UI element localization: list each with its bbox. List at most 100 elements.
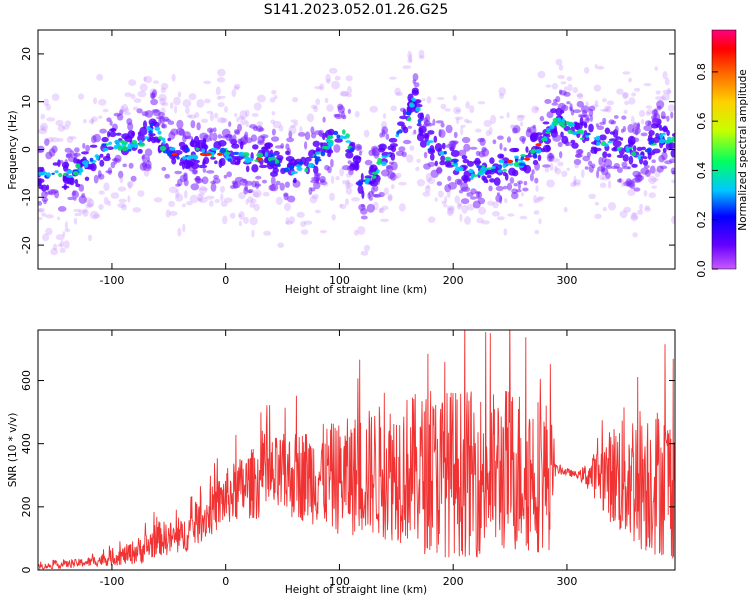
- spectral-blob: [390, 145, 397, 152]
- spectral-blob: [290, 124, 296, 128]
- spectral-blob: [191, 169, 198, 175]
- spectral-ridge-point: [415, 106, 421, 112]
- spectral-blob: [326, 78, 331, 84]
- spectral-blob: [637, 209, 644, 215]
- spectral-ridge-point: [371, 175, 377, 179]
- spectral-blob: [399, 203, 406, 212]
- spectral-blob: [628, 77, 633, 83]
- spectral-blob: [609, 131, 616, 135]
- spectral-blob: [38, 208, 44, 213]
- spectral-blob: [551, 83, 559, 90]
- spectral-blob: [300, 229, 309, 235]
- spectral-blob: [184, 190, 188, 199]
- spectral-blob: [85, 203, 92, 209]
- spectral-blob: [59, 247, 66, 254]
- spectral-blob: [198, 185, 208, 194]
- spectral-ridge-point: [454, 166, 462, 172]
- spectral-blob: [401, 124, 407, 131]
- y-tick-label: 10: [20, 95, 33, 109]
- spectral-blob: [465, 120, 473, 124]
- spectral-blob: [604, 105, 611, 110]
- spectral-blob: [461, 155, 468, 160]
- spectral-blob: [292, 97, 299, 103]
- spectral-blob: [548, 155, 555, 159]
- spectral-ridge-point: [637, 156, 641, 160]
- spectral-blob: [643, 83, 652, 87]
- spectral-blob: [128, 79, 137, 86]
- spectral-blob: [333, 144, 341, 153]
- snr-panel: -100 0 100 200 300 0 200 400 600 Height of stra…: [7, 329, 676, 596]
- spectral-peak-point: [524, 157, 531, 161]
- spectral-blob: [196, 122, 201, 131]
- spectral-ridge-point: [108, 141, 112, 145]
- y-tick-label: 0: [20, 146, 33, 153]
- spectral-blob: [139, 126, 148, 136]
- spectral-ridge-point: [94, 154, 100, 158]
- spectral-blob: [178, 128, 185, 136]
- spectral-blob: [314, 209, 321, 214]
- spectral-blob: [583, 123, 588, 129]
- spectral-blob: [358, 150, 363, 156]
- spectral-blob: [360, 215, 368, 220]
- spectral-blob: [633, 187, 641, 192]
- spectral-blob: [243, 186, 249, 195]
- spectral-blob: [87, 198, 95, 208]
- spectral-blob: [631, 163, 638, 168]
- spectral-ridge-point: [138, 142, 145, 147]
- spectral-blob: [251, 113, 259, 117]
- spectral-blob: [395, 172, 402, 179]
- spectral-ridge-point: [508, 162, 514, 166]
- spectral-blob: [89, 210, 99, 220]
- spectral-blob: [506, 112, 510, 119]
- spectral-blob: [193, 177, 201, 181]
- spectral-blob: [586, 151, 591, 158]
- spectral-ridge-point: [438, 150, 446, 155]
- spectral-blob: [102, 155, 111, 162]
- spectral-blob: [647, 152, 652, 160]
- spectral-blob: [337, 103, 344, 111]
- spectral-blob: [594, 213, 602, 219]
- spectral-blob: [596, 125, 604, 130]
- spectral-blob: [382, 113, 387, 119]
- spectral-blob: [233, 85, 240, 91]
- spectral-blob: [42, 233, 50, 242]
- spectral-blob: [464, 216, 471, 225]
- spectral-blob: [143, 76, 147, 82]
- spectral-blob: [648, 192, 656, 199]
- spectral-blob: [587, 160, 593, 166]
- spectral-blob: [86, 202, 94, 207]
- spectral-blob: [330, 158, 334, 168]
- spectral-blob: [127, 195, 131, 203]
- spectral-blob: [40, 113, 46, 120]
- spectral-blob: [574, 182, 581, 187]
- spectral-blob: [73, 152, 81, 157]
- spectral-ridge-point: [561, 124, 566, 129]
- spectral-blob: [546, 111, 554, 119]
- spectral-blob: [234, 130, 241, 135]
- spectral-blob: [426, 184, 430, 189]
- spectral-blob: [40, 125, 46, 131]
- spectral-blob: [269, 183, 279, 192]
- spectral-blob: [198, 197, 208, 203]
- spectral-blob: [113, 112, 121, 117]
- spectral-blob: [54, 190, 60, 199]
- spectral-blob: [566, 101, 571, 105]
- spectral-blob: [245, 137, 253, 144]
- spectral-blob: [604, 129, 611, 133]
- spectral-blob: [535, 185, 539, 192]
- spectral-blob: [641, 146, 646, 151]
- spectral-blob: [394, 175, 400, 180]
- spectral-blob: [572, 109, 582, 114]
- spectral-blob: [285, 220, 293, 225]
- spectral-ridge-point: [201, 148, 205, 153]
- spectral-blob: [358, 204, 366, 211]
- spectral-blob: [51, 93, 60, 101]
- spectral-blob: [497, 135, 504, 140]
- spectral-blob: [174, 105, 178, 114]
- spectral-blob: [373, 185, 379, 192]
- spectral-ridge-point: [343, 135, 347, 140]
- spectral-blob: [222, 215, 228, 225]
- spectral-ridge-point: [580, 137, 585, 141]
- spectral-blob: [624, 100, 630, 106]
- spectral-ridge-point: [558, 122, 563, 126]
